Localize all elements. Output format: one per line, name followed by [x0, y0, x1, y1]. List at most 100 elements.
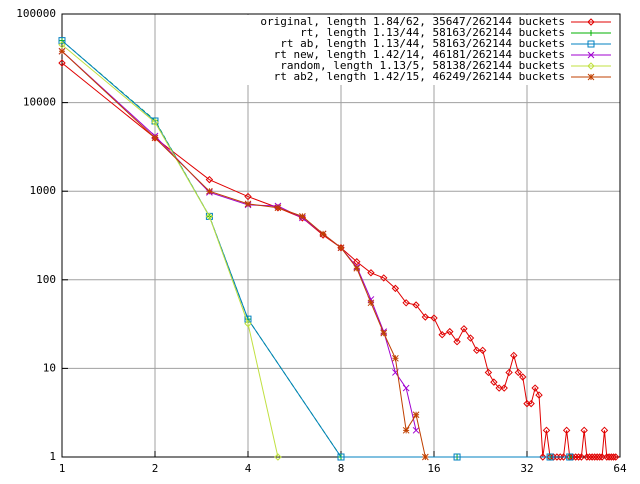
- point: [588, 453, 596, 461]
- point-shape: [500, 384, 508, 392]
- point-shape: [206, 187, 213, 195]
- series-line: [61, 50, 417, 431]
- point: [430, 314, 438, 322]
- point: [58, 59, 66, 67]
- point: [535, 391, 543, 399]
- point: [484, 368, 493, 377]
- point-shape: [446, 327, 454, 336]
- point: [453, 338, 461, 346]
- point-shape: [577, 453, 586, 461]
- point: [600, 426, 609, 435]
- point: [587, 51, 595, 59]
- point-shape: [546, 453, 554, 461]
- point: [466, 334, 475, 342]
- point: [205, 175, 214, 184]
- series-line: [61, 62, 616, 458]
- point-shape: [609, 453, 618, 461]
- point-shape: [535, 391, 543, 399]
- legend-label: rt new, length 1.42/14, 46181/262144 buc…: [274, 48, 565, 61]
- point: [510, 351, 518, 360]
- point-shape: [587, 40, 595, 48]
- point: [453, 453, 461, 461]
- point: [588, 30, 594, 36]
- point-shape: [460, 325, 468, 333]
- point-shape: [244, 319, 252, 328]
- point: [58, 47, 66, 55]
- point-shape: [151, 118, 159, 126]
- point: [590, 453, 599, 461]
- point-shape: [337, 244, 345, 252]
- point: [580, 426, 588, 435]
- point: [353, 264, 361, 272]
- x-tick-label: 1: [59, 462, 66, 475]
- point-shape: [58, 37, 66, 45]
- point: [585, 453, 594, 461]
- point: [299, 213, 306, 220]
- point-shape: [402, 426, 410, 434]
- point: [473, 346, 481, 355]
- point: [337, 453, 345, 461]
- point-shape: [205, 175, 214, 184]
- point: [412, 301, 420, 309]
- y-tick-label: 10000: [23, 96, 56, 109]
- point-shape: [421, 313, 430, 321]
- point-shape: [412, 411, 420, 419]
- point: [566, 453, 574, 461]
- point-shape: [453, 453, 461, 461]
- y-tick-label: 100: [36, 273, 56, 286]
- x-tick-label: 32: [520, 462, 533, 475]
- legend-background: [235, 15, 615, 85]
- point: [421, 313, 430, 321]
- point: [562, 426, 571, 435]
- y-tick-label: 10: [43, 361, 56, 374]
- point-shape: [490, 378, 498, 386]
- point: [500, 384, 508, 392]
- legend-label: rt ab2, length 1.42/15, 46249/262144 buc…: [274, 70, 565, 83]
- point: [587, 62, 595, 70]
- point: [58, 41, 66, 49]
- point: [446, 327, 454, 336]
- point-shape: [205, 212, 213, 220]
- point: [151, 134, 159, 142]
- point-shape: [588, 453, 596, 461]
- point-shape: [402, 384, 410, 392]
- point: [587, 18, 595, 26]
- point: [244, 315, 252, 323]
- x-tick-label: 64: [613, 462, 627, 475]
- point: [577, 453, 586, 461]
- point-shape: [205, 212, 214, 221]
- point-shape: [244, 315, 252, 323]
- point-shape: [574, 453, 583, 461]
- point: [539, 453, 547, 461]
- point: [421, 453, 429, 461]
- point-shape: [585, 453, 594, 461]
- series-line: [61, 40, 570, 458]
- point-shape: [380, 329, 388, 337]
- point-shape: [566, 453, 574, 461]
- point: [490, 378, 498, 386]
- point: [367, 269, 375, 277]
- point-shape: [527, 399, 535, 408]
- point-shape: [367, 299, 375, 307]
- legend-label: original, length 1.84/62, 35647/262144 b…: [260, 15, 565, 28]
- y-tick-label: 1: [49, 450, 56, 463]
- point-shape: [58, 41, 66, 49]
- point: [612, 453, 620, 461]
- point-shape: [588, 30, 594, 36]
- point: [244, 192, 252, 201]
- point: [244, 200, 252, 208]
- point-shape: [391, 284, 400, 293]
- point-shape: [274, 204, 282, 212]
- point: [574, 453, 583, 461]
- point: [514, 368, 523, 377]
- point: [556, 453, 564, 461]
- point-shape: [151, 134, 159, 142]
- point-shape: [402, 299, 410, 307]
- point-shape: [505, 368, 513, 377]
- point: [438, 331, 446, 339]
- point: [391, 284, 400, 293]
- x-tick-label: 4: [245, 462, 252, 475]
- point: [319, 230, 327, 238]
- point-shape: [58, 47, 66, 55]
